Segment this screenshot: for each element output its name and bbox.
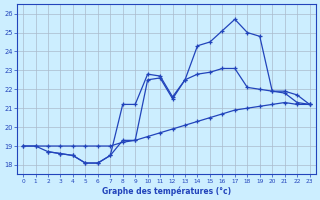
X-axis label: Graphe des températures (°c): Graphe des températures (°c) — [102, 186, 231, 196]
